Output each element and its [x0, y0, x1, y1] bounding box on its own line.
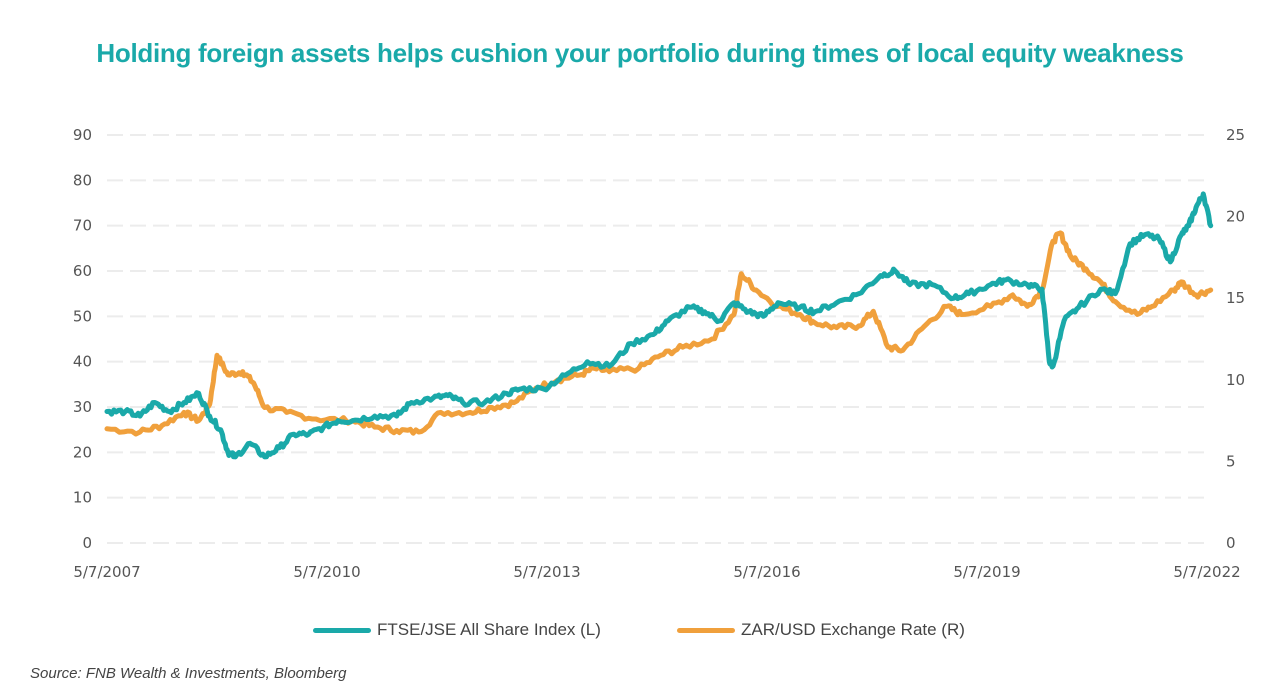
y-left-tick-label: 80 [73, 171, 92, 189]
series-line-ftse [104, 191, 1214, 460]
legend-label-ftse: FTSE/JSE All Share Index (L) [377, 620, 601, 639]
x-tick-label: 5/7/2007 [73, 563, 140, 581]
source-note: Source: FNB Wealth & Investments, Bloomb… [30, 665, 347, 682]
legend-label-zar: ZAR/USD Exchange Rate (R) [741, 620, 965, 639]
y-left-tick-label: 70 [73, 217, 92, 235]
x-tick-label: 5/7/2016 [733, 563, 800, 581]
y-left-tick-label: 50 [73, 307, 92, 325]
y-left-tick-label: 30 [73, 398, 92, 416]
legend-item-zar: ZAR/USD Exchange Rate (R) [677, 620, 965, 640]
y-right-tick-label: 10 [1226, 371, 1245, 389]
y-left-tick-label: 90 [73, 126, 92, 144]
y-left-tick-label: 20 [73, 443, 92, 461]
x-tick-label: 5/7/2022 [1173, 563, 1240, 581]
legend-swatch-zar [677, 627, 735, 633]
y-left-tick-label: 0 [82, 534, 92, 552]
x-tick-label: 5/7/2010 [293, 563, 360, 581]
chart-title: Holding foreign assets helps cushion you… [96, 38, 1184, 68]
y-right-tick-label: 25 [1226, 126, 1245, 144]
x-tick-label: 5/7/2013 [513, 563, 580, 581]
y-right-tick-label: 0 [1226, 534, 1236, 552]
y-right-tick-label: 5 [1226, 452, 1236, 470]
x-tick-label: 5/7/2019 [953, 563, 1020, 581]
y-right-tick-label: 20 [1226, 208, 1245, 226]
series-line-zar [104, 230, 1214, 437]
y-left-tick-label: 10 [73, 489, 92, 507]
y-left-tick-label: 60 [73, 262, 92, 280]
y-left-tick-label: 40 [73, 353, 92, 371]
y-right-tick-label: 15 [1226, 289, 1245, 307]
legend-swatch-ftse [313, 627, 371, 633]
legend-item-ftse: FTSE/JSE All Share Index (L) [313, 620, 601, 640]
